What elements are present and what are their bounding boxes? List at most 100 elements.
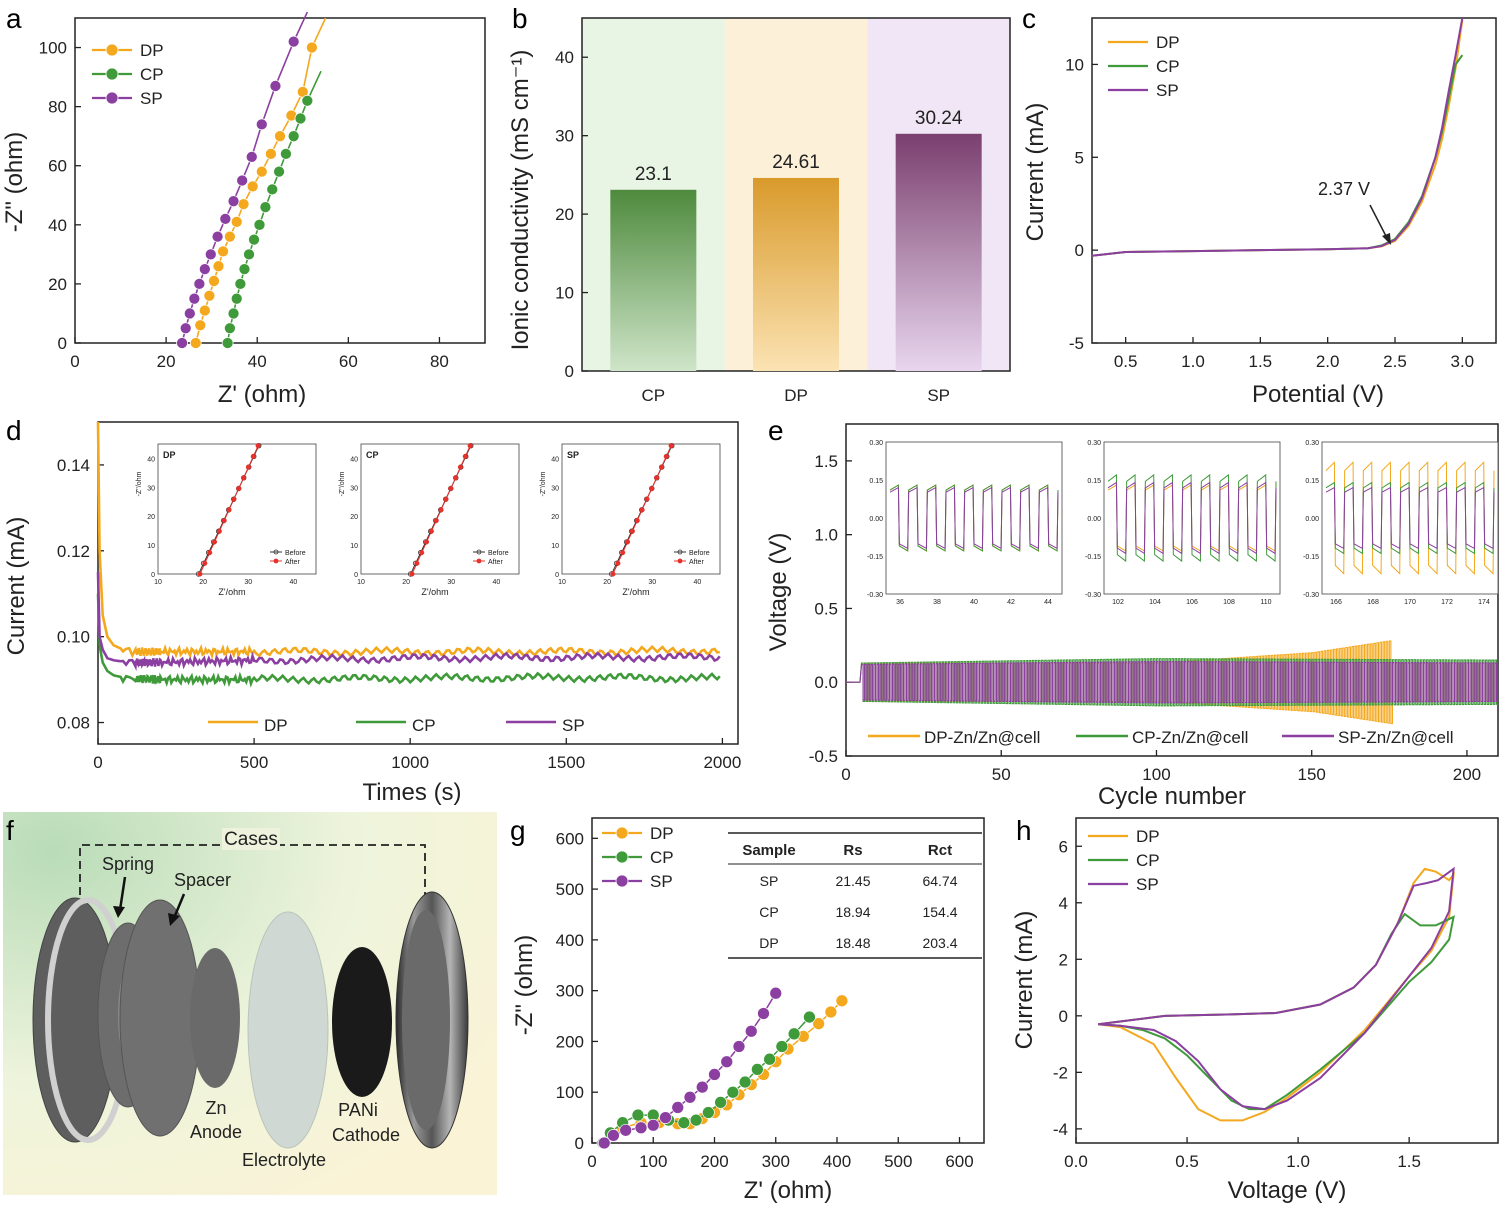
data-point-sp xyxy=(597,1136,611,1150)
y-tick-label: 10 xyxy=(1065,55,1084,74)
y-tick-label: 0 xyxy=(1059,1007,1068,1026)
data-point-cp xyxy=(714,1096,727,1109)
inset-x-tick-label: 20 xyxy=(199,579,207,586)
y-tick-label: 200 xyxy=(556,1032,584,1051)
inset-y-tick-label: -0.15 xyxy=(867,554,883,561)
inset-x-tick-label: 10 xyxy=(558,579,566,586)
inset-legend-marker xyxy=(476,549,482,555)
inset-after-point xyxy=(226,507,232,513)
y-tick-label: 20 xyxy=(48,275,67,294)
x-tick-label: 0.5 xyxy=(1114,352,1138,371)
inset-after-point xyxy=(255,443,261,449)
inset-x-tick-label: 30 xyxy=(648,579,656,586)
data-c xyxy=(1091,17,1464,257)
inset-y-tick-label: 20 xyxy=(350,514,358,521)
y-tick-label: 6 xyxy=(1059,837,1068,856)
inset-x-tick-label: 104 xyxy=(1149,599,1161,606)
inset-after-point xyxy=(457,464,463,470)
x-tick-label: 2.5 xyxy=(1383,352,1407,371)
inset-y-tick-label: 40 xyxy=(551,456,559,463)
data-point-cp xyxy=(677,1116,691,1130)
inset-y-tick-label: 30 xyxy=(147,485,155,492)
y-tick-label: 60 xyxy=(48,157,67,176)
insets-e: -0.30 -0.15 0.00 0.15 0.30 36 38 40 42 44 -0.30 -0.… xyxy=(867,440,1499,606)
table-cell: 18.48 xyxy=(835,935,870,951)
spring-label: Spring xyxy=(102,854,154,874)
data-point-dp xyxy=(274,130,286,143)
inset-y-tick-label: 0 xyxy=(555,572,559,579)
inset-y-tick-label: -0.30 xyxy=(1303,592,1319,599)
series-line-sp-zn/zn@cell xyxy=(846,661,1498,704)
data-point-dp xyxy=(265,148,277,160)
inset-y-tick-label: 0.00 xyxy=(1305,516,1319,523)
inset-x-tick-label: 10 xyxy=(357,579,365,586)
inset-after-point xyxy=(624,539,631,545)
inset-legend-marker xyxy=(476,558,482,564)
table-g: Sample Rs Rct SP 21.45 64.74 CP 18.94 154.4 DP 18.… xyxy=(728,832,982,959)
panel-label-a: a xyxy=(6,3,22,34)
series-line-dp xyxy=(1098,867,1455,1122)
inset-y-tick-label: 0.30 xyxy=(869,440,883,447)
y-tick-label: 100 xyxy=(556,1083,584,1102)
x-tick-label: 100 xyxy=(639,1152,667,1171)
inset-after-point xyxy=(197,571,203,577)
legend-a: DP CP SP xyxy=(92,41,164,108)
x-tick-label: 0 xyxy=(93,753,102,772)
series-line-sp xyxy=(96,572,721,671)
legend-marker-dp xyxy=(615,826,629,840)
y-axis-label-h: Current (mA) xyxy=(1011,911,1038,1050)
data-point-sp xyxy=(744,1024,758,1038)
inset-after-point xyxy=(433,518,439,524)
table-cell: DP xyxy=(759,935,778,951)
data-point-cp xyxy=(702,1106,715,1119)
inset-series-line xyxy=(1107,473,1277,563)
data-point-dp xyxy=(212,260,225,273)
inset-title: CP xyxy=(366,450,379,460)
y-axis-label-e: Voltage (V) xyxy=(765,533,792,652)
inset-y-tick-label: -0.30 xyxy=(1085,592,1101,599)
panel-label-d: d xyxy=(6,415,22,446)
spacer-disc xyxy=(119,899,201,1137)
data-point-dp xyxy=(835,994,849,1008)
axes-c: 0.5 1.0 1.5 2.0 2.5 3.0 -5 0 5 10 xyxy=(1065,55,1474,371)
data-point-cp xyxy=(227,307,240,320)
x-tick-label: 60 xyxy=(339,352,358,371)
x-tick-label: 2000 xyxy=(703,753,741,772)
inset-x-label: Z'/ohm xyxy=(421,587,448,597)
y-tick-label: -0.5 xyxy=(809,747,838,766)
inset-x-tick-label: 102 xyxy=(1112,599,1124,606)
bar-sp xyxy=(895,133,982,371)
data-point-sp xyxy=(683,1090,697,1104)
inset-y-tick-label: 0 xyxy=(151,572,155,579)
data-point-cp xyxy=(259,201,272,213)
y-tick-label: 40 xyxy=(48,216,67,235)
series-line-cp-zn/zn@cell xyxy=(846,658,1498,707)
inset-y-tick-label: 10 xyxy=(147,543,155,550)
pani-cathode-disc xyxy=(332,947,392,1097)
data-point-cp xyxy=(726,1085,740,1099)
bar-dp xyxy=(753,177,839,371)
inset-series-line xyxy=(1325,481,1495,555)
inset-after-point xyxy=(409,571,415,577)
data-point-dp xyxy=(198,304,211,317)
data-point-cp xyxy=(287,130,300,143)
table-cell: 154.4 xyxy=(922,904,957,920)
data-point-cp xyxy=(751,1063,764,1076)
y-tick-label: -4 xyxy=(1053,1120,1068,1139)
series-line-dp xyxy=(1091,19,1464,257)
y-tick-label: -2 xyxy=(1053,1063,1068,1082)
y-tick-label: 4 xyxy=(1059,894,1068,913)
series-line-cp xyxy=(96,593,721,688)
data-point-sp xyxy=(176,337,188,349)
inset-legend-label: After xyxy=(689,559,704,566)
legend-label-sp: SP xyxy=(1156,81,1179,100)
x-axis-label-a: Z' (ohm) xyxy=(218,381,307,408)
inset-after-point xyxy=(241,475,247,481)
bar-value-label-cp: 23.1 xyxy=(635,164,672,185)
legend-d: DP CP SP xyxy=(208,716,585,735)
axes-b: 0 10 20 30 40 xyxy=(555,48,588,381)
legend-label-dp: DP xyxy=(650,824,674,843)
panel-label-h: h xyxy=(1016,815,1032,846)
inset-y-tick-label: 0.15 xyxy=(869,478,883,485)
data-point-sp xyxy=(255,118,268,131)
